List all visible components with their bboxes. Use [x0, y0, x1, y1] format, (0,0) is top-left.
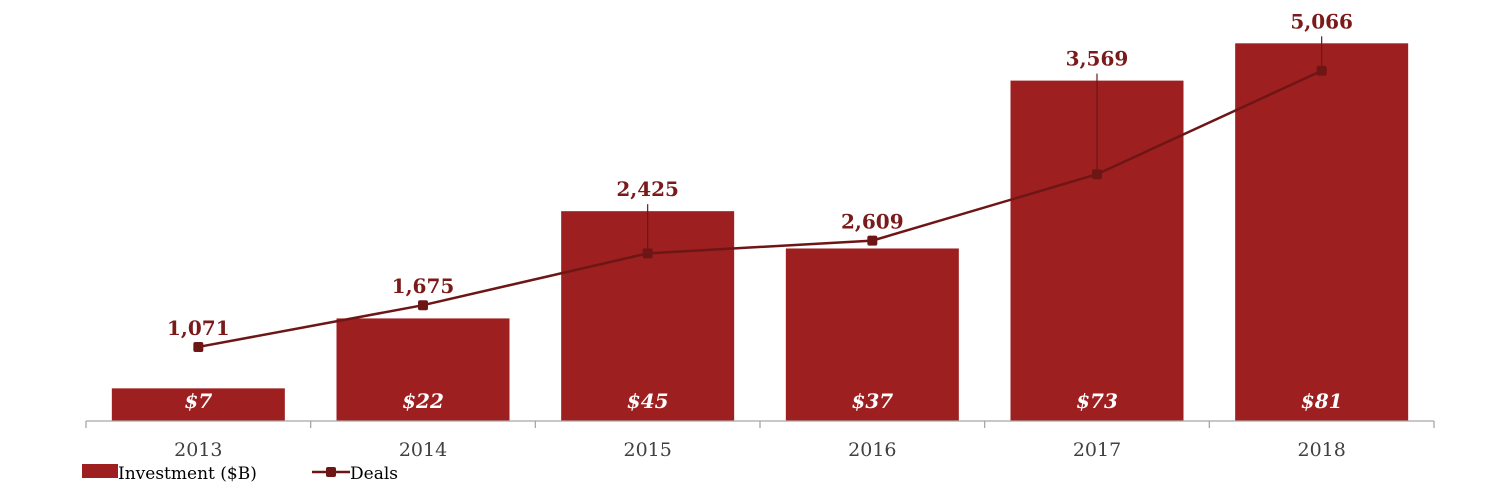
deal-marker [193, 341, 204, 352]
investment-bar-label: $37 [851, 389, 893, 413]
investment-bar-label: $7 [184, 389, 212, 413]
investment-bar-label: $45 [627, 389, 669, 413]
x-axis: 2013 2014 2015 2016 2017 2018 [85, 420, 1435, 461]
legend: Investment ($B) Deals [82, 464, 398, 484]
x-tick-label: 2016 [848, 439, 896, 461]
investment-bar-label: $73 [1076, 389, 1118, 413]
deal-label: 5,066 [1290, 9, 1353, 33]
x-tick-label: 2015 [623, 439, 671, 461]
investment-bar [1235, 43, 1409, 421]
deal-label: 2,609 [841, 210, 904, 234]
deal-label: 3,569 [1066, 47, 1129, 71]
bars-layer: $7 $22 $45 $37 $73 $81 [111, 43, 1409, 422]
deal-label: 1,675 [392, 274, 455, 298]
deal-label: 1,071 [167, 316, 230, 340]
x-tick-label: 2014 [399, 439, 447, 461]
deal-label: 2,425 [616, 177, 679, 201]
legend-label-investment: Investment ($B) [118, 464, 257, 484]
deal-marker [642, 248, 653, 259]
legend-label-deals: Deals [350, 464, 398, 484]
investment-bar [336, 318, 510, 421]
x-tick-label: 2013 [174, 439, 222, 461]
legend-swatch-deals-marker [326, 467, 336, 477]
deal-marker [418, 300, 428, 311]
deal-marker [1092, 169, 1102, 180]
x-tick-label: 2018 [1297, 439, 1345, 461]
deal-marker [1316, 65, 1327, 76]
investment-bar [111, 388, 285, 421]
deal-marker [867, 235, 878, 246]
investment-bar [785, 248, 959, 421]
investment-bar-label: $81 [1301, 389, 1343, 413]
x-tick-label: 2017 [1073, 439, 1121, 461]
investment-bar-label: $22 [402, 389, 444, 413]
legend-swatch-investment [82, 464, 118, 478]
deals-line [198, 69, 1323, 349]
callouts-layer: 1,071 1,675 2,425 2,609 3,569 5,066 [167, 9, 1353, 340]
deals-line-layer [193, 65, 1327, 352]
